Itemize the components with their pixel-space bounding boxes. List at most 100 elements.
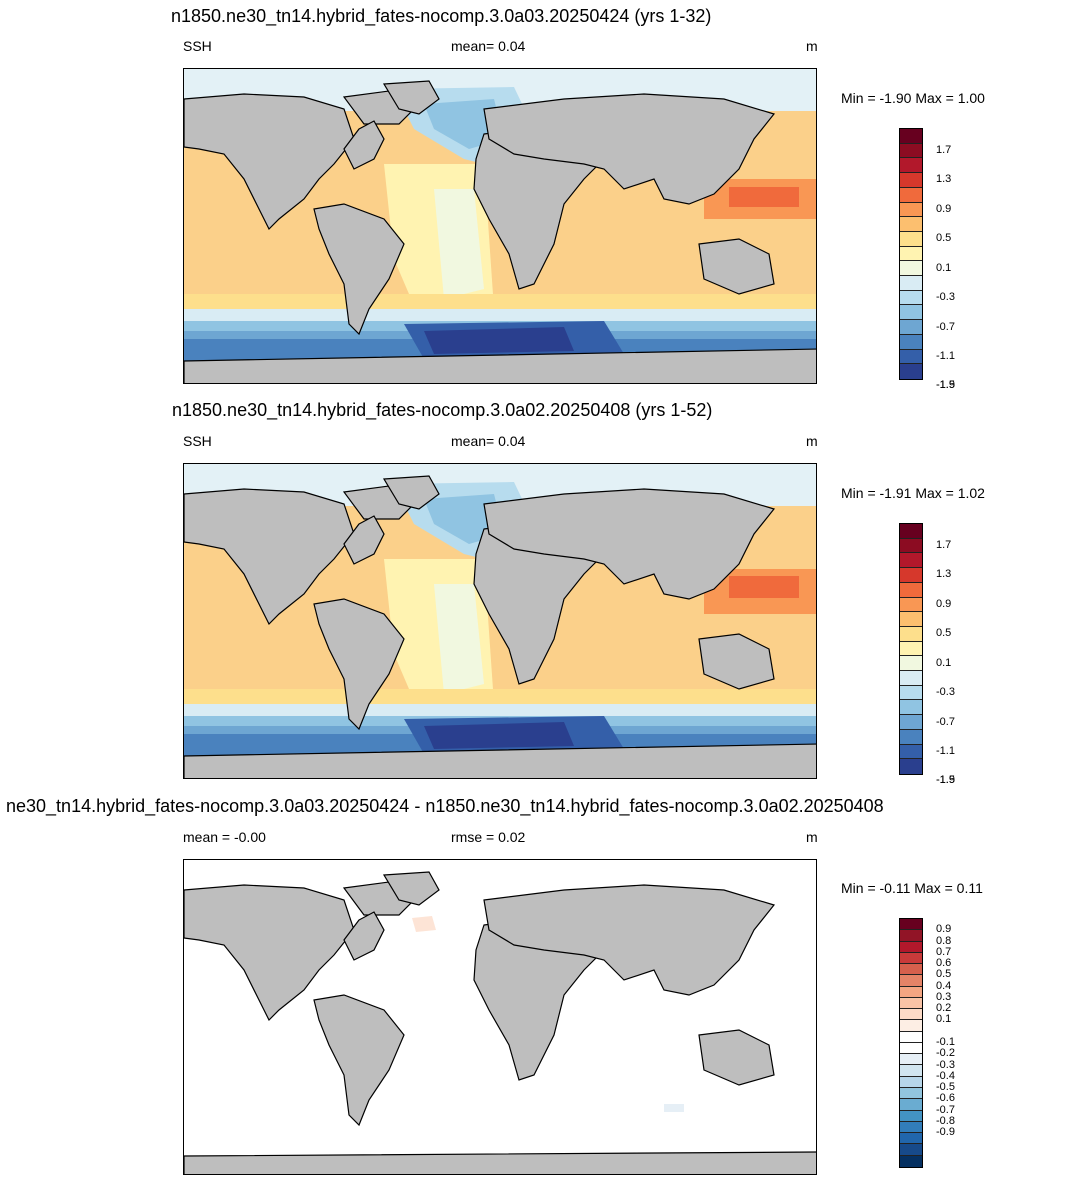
colorbar-tick-label: -0.8 xyxy=(936,1114,955,1127)
panel3-minmax: Min = -0.11 Max = 0.11 xyxy=(841,880,983,896)
colorbar-block xyxy=(900,685,922,701)
colorbar-tick-label: -0.7 xyxy=(936,320,955,333)
colorbar-block xyxy=(900,305,922,321)
panel3-title: ne30_tn14.hybrid_fates-nocomp.3.0a03.202… xyxy=(6,796,884,816)
colorbar-tick-label: -0.7 xyxy=(936,1103,955,1116)
colorbar-block xyxy=(900,997,922,1010)
panel2-mean-label: mean= 0.04 xyxy=(451,433,526,449)
colorbar-block xyxy=(900,1110,922,1122)
panel1-map xyxy=(183,68,817,384)
colorbar-block xyxy=(900,641,922,657)
colorbar-block xyxy=(900,290,922,306)
panel1-units-label: m xyxy=(806,38,818,54)
colorbar-block xyxy=(900,320,922,335)
colorbar-tick-label: 1.3 xyxy=(936,568,952,581)
colorbar-tick-label: -1.1 xyxy=(936,744,955,757)
colorbar-tick-label: -1.1 xyxy=(936,349,955,362)
colorbar-block xyxy=(900,975,922,987)
colorbar-tick-label: 0.5 xyxy=(936,968,952,981)
colorbar-tick-label: 0.5 xyxy=(936,627,952,640)
colorbar-tick-label: 0.8 xyxy=(936,934,952,947)
colorbar-block xyxy=(900,1076,922,1088)
colorbar-tick-label: -0.5 xyxy=(936,1081,955,1094)
colorbar-tick-label: -1.5 xyxy=(936,774,955,787)
colorbar-block xyxy=(900,173,922,188)
colorbar-tick-label: 1.3 xyxy=(936,173,952,186)
colorbar-block xyxy=(900,334,922,350)
panel2-minmax: Min = -1.91 Max = 1.02 xyxy=(841,485,985,501)
colorbar-block xyxy=(900,261,922,277)
colorbar-block xyxy=(900,700,922,716)
colorbar-block xyxy=(900,715,922,730)
panel1-ssh-field xyxy=(184,69,816,383)
colorbar-tick-label: -0.1 xyxy=(936,1036,955,1048)
colorbar-block xyxy=(900,952,922,965)
colorbar-block xyxy=(900,919,922,931)
panel2-units-label: m xyxy=(806,433,818,449)
colorbar-tick-label: 0.7 xyxy=(936,945,952,958)
colorbar-block xyxy=(900,143,922,159)
colorbar-tick-label: -0.4 xyxy=(936,1069,955,1082)
panel1-mean-label: mean= 0.04 xyxy=(451,38,526,54)
colorbar-block xyxy=(900,759,922,774)
colorbar-block xyxy=(900,158,922,174)
panel1-minmax: Min = -1.90 Max = 1.00 xyxy=(841,90,985,106)
colorbar-block xyxy=(900,538,922,554)
colorbar-block xyxy=(900,524,922,539)
colorbar-block xyxy=(900,1065,922,1077)
colorbar-block xyxy=(900,246,922,262)
colorbar-block xyxy=(900,202,922,218)
colorbar-tick-label: -0.9 xyxy=(936,1126,955,1139)
colorbar-tick-label: 0.9 xyxy=(936,923,952,936)
colorbar-block xyxy=(900,1042,922,1055)
colorbar-block xyxy=(900,582,922,598)
panel3-colorbar xyxy=(899,918,923,1168)
panel2-title: n1850.ne30_tn14.hybrid_fates-nocomp.3.0a… xyxy=(172,400,713,420)
colorbar-tick-label: -1.5 xyxy=(936,379,955,392)
colorbar-block xyxy=(900,1099,922,1111)
colorbar-block xyxy=(900,276,922,291)
colorbar-tick-label: -0.7 xyxy=(936,715,955,728)
colorbar-tick-label: -0.3 xyxy=(936,291,955,304)
colorbar-block xyxy=(900,671,922,686)
colorbar-tick-label: 0.3 xyxy=(936,990,952,1003)
colorbar-block xyxy=(900,1020,922,1032)
colorbar-tick-label: 0.1 xyxy=(936,1013,952,1026)
colorbar-block xyxy=(900,964,922,976)
panel3-diff-field xyxy=(184,860,816,1174)
panel1-title: n1850.ne30_tn14.hybrid_fates-nocomp.3.0a… xyxy=(171,6,712,26)
colorbar-tick-label: 0.6 xyxy=(936,957,952,970)
panel1-variable-label: SSH xyxy=(183,38,212,54)
panel2-map xyxy=(183,463,817,779)
colorbar-block xyxy=(900,364,922,379)
colorbar-tick-label: 0.9 xyxy=(936,597,952,610)
colorbar-block xyxy=(900,1031,922,1043)
colorbar-block xyxy=(900,626,922,642)
colorbar-block xyxy=(900,1155,922,1167)
colorbar-block xyxy=(900,553,922,569)
colorbar-block xyxy=(900,1087,922,1100)
colorbar-block xyxy=(900,729,922,745)
panel3-rmse-label: rmse = 0.02 xyxy=(451,829,526,845)
colorbar-tick-label: 0.4 xyxy=(936,979,952,992)
panel2-ssh-field xyxy=(184,464,816,778)
colorbar-block xyxy=(900,231,922,247)
panel3-map xyxy=(183,859,817,1175)
colorbar-tick-label: -0.3 xyxy=(936,1058,955,1071)
colorbar-block xyxy=(900,1121,922,1134)
colorbar-tick-label: -1.9 xyxy=(936,379,955,392)
colorbar-block xyxy=(900,597,922,613)
panel3-mean-label: mean = -0.00 xyxy=(183,829,266,845)
colorbar-block xyxy=(900,187,922,203)
colorbar-block xyxy=(900,568,922,583)
colorbar-block xyxy=(900,217,922,232)
colorbar-block xyxy=(900,1009,922,1021)
colorbar-tick-label: 0.1 xyxy=(936,656,952,669)
colorbar-tick-label: -0.6 xyxy=(936,1092,955,1105)
colorbar-tick-label: 1.7 xyxy=(936,144,952,157)
colorbar-block xyxy=(900,1054,922,1066)
colorbar-tick-label: 0.9 xyxy=(936,202,952,215)
panel2-variable-label: SSH xyxy=(183,433,212,449)
colorbar-tick-label: -1.9 xyxy=(936,774,955,787)
colorbar-block xyxy=(900,941,922,953)
